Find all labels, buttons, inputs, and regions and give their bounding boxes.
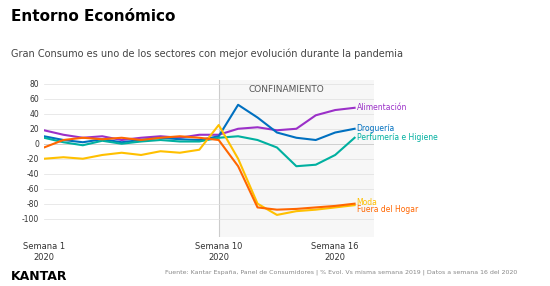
Text: Perfumería e Higiene: Perfumería e Higiene [356,133,437,142]
Text: Fuente: Kantar España, Panel de Consumidores | % Evol. Vs misma semana 2019 | Da: Fuente: Kantar España, Panel de Consumid… [165,269,517,275]
Text: Alimentación: Alimentación [356,103,407,112]
Bar [219,80,374,237]
Text: Entorno Económico: Entorno Económico [11,9,175,23]
Text: Fuera del Hogar: Fuera del Hogar [356,205,418,214]
Text: Gran Consumo es uno de los sectores con mejor evolución durante la pandemia: Gran Consumo es uno de los sectores con … [11,49,403,59]
Text: KANTAR: KANTAR [11,270,68,283]
Text: Moda: Moda [356,198,377,207]
Text: CONFINAMIENTO: CONFINAMIENTO [249,85,324,94]
Text: Droguería: Droguería [356,124,395,133]
